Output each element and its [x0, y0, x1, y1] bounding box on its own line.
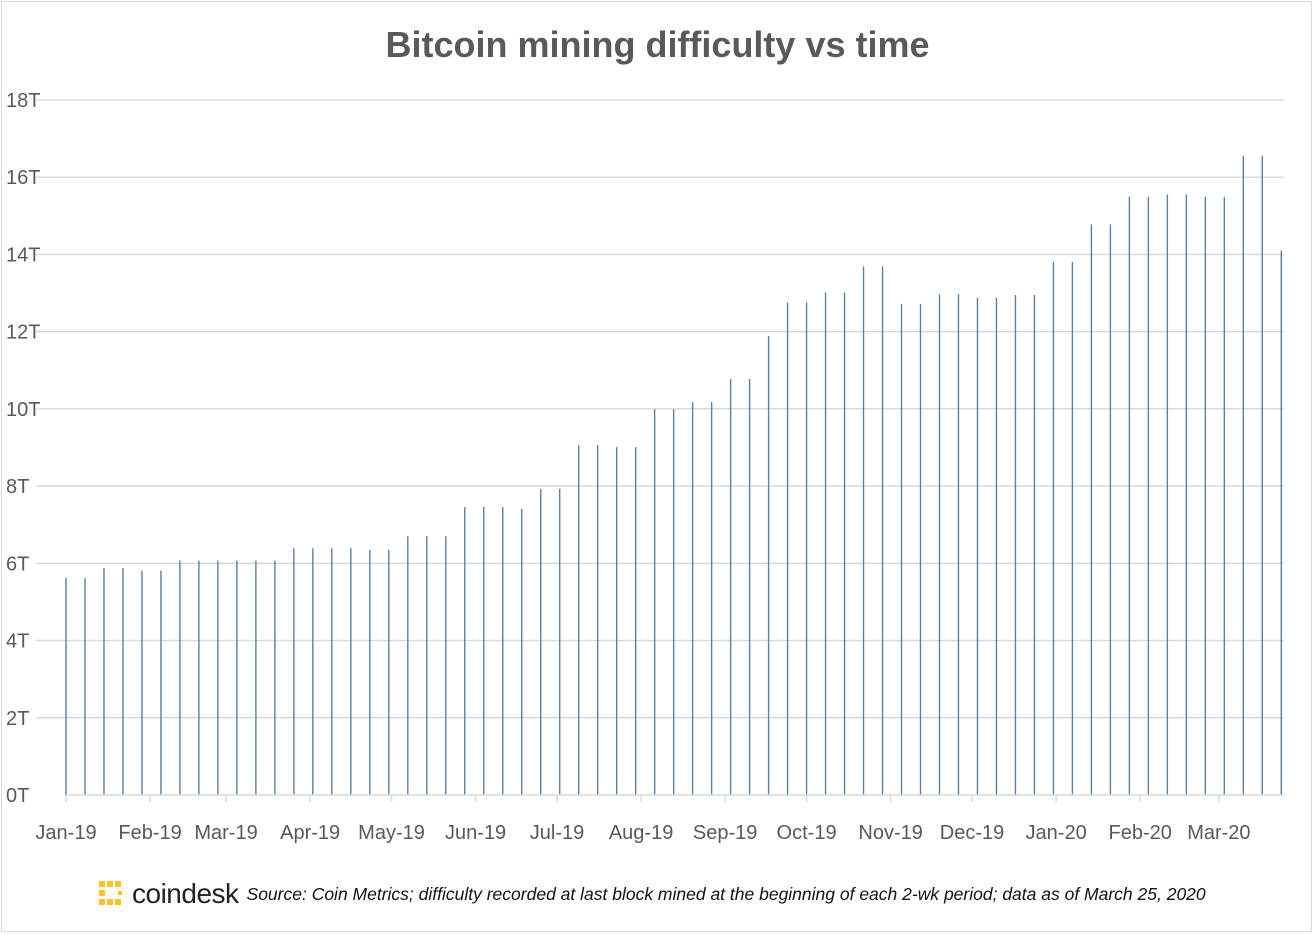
- x-tick-label: Mar-19: [194, 822, 257, 844]
- x-tick-label: Aug-19: [609, 822, 674, 844]
- x-tick-label: Feb-19: [118, 822, 181, 844]
- coindesk-logo-icon: [99, 881, 122, 905]
- x-tick-label: Mar-20: [1187, 822, 1250, 844]
- x-tick-label: Feb-20: [1109, 822, 1172, 844]
- x-tick-label: Jan-19: [35, 822, 96, 844]
- chart-title: Bitcoin mining difficulty vs time: [385, 24, 930, 65]
- x-tick-label: Jan-20: [1026, 822, 1087, 844]
- footer: coindesk Source: Coin Metrics; difficult…: [96, 874, 1306, 914]
- y-tick-label: 10T: [6, 399, 40, 421]
- y-tick-label: 18T: [6, 90, 40, 112]
- x-tick-label: Dec-19: [940, 822, 1004, 844]
- y-tick-label: 2T: [6, 708, 29, 730]
- x-tick-label: Jul-19: [530, 822, 584, 844]
- y-tick-label: 6T: [6, 553, 29, 575]
- logo-wordmark: coindesk: [132, 878, 239, 909]
- x-tick-label: Oct-19: [777, 822, 837, 844]
- x-tick-label: Nov-19: [858, 822, 922, 844]
- source-note: Source: Coin Metrics; difficulty recorde…: [246, 883, 1206, 904]
- y-tick-label: 4T: [6, 631, 29, 653]
- y-tick-label: 8T: [6, 476, 29, 498]
- y-tick-label: 14T: [6, 244, 40, 266]
- x-tick-label: May-19: [358, 822, 425, 844]
- coindesk-logo: coindesk: [96, 878, 239, 910]
- x-tick-label: Sep-19: [693, 822, 758, 844]
- y-tick-label: 0T: [6, 785, 29, 807]
- y-tick-label: 16T: [6, 167, 40, 189]
- x-tick-label: Jun-19: [445, 822, 506, 844]
- x-tick-label: Apr-19: [280, 822, 340, 844]
- y-tick-label: 12T: [6, 322, 40, 344]
